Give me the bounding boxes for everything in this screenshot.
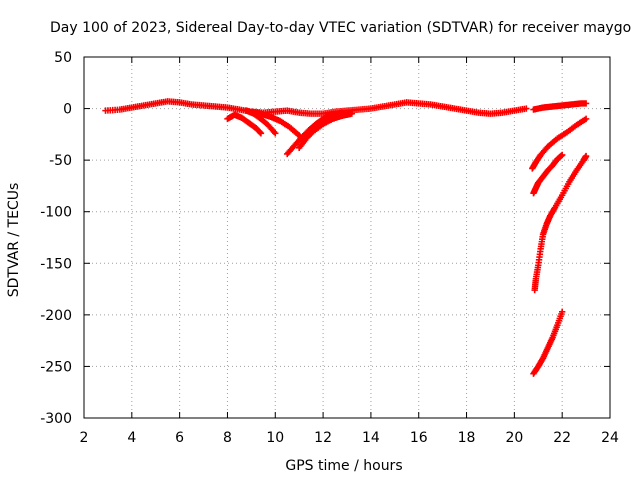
data-point-markers — [295, 110, 355, 151]
series-rise-b — [295, 110, 355, 151]
x-tick-label: 8 — [223, 430, 232, 446]
data-point-markers — [530, 308, 566, 377]
series-dip-a — [224, 111, 265, 137]
series-late-arc-1 — [529, 115, 590, 172]
series-baseline-late — [530, 100, 590, 113]
y-axis-label: SDTVAR / TECUs — [6, 183, 22, 298]
x-tick-label: 20 — [505, 430, 523, 446]
x-tick-label: 24 — [601, 430, 619, 446]
data-point-markers — [530, 100, 590, 113]
x-tick-label: 12 — [314, 430, 332, 446]
y-tick-label: -200 — [40, 308, 72, 324]
x-tick-label: 16 — [410, 430, 428, 446]
axis-ticks: 2 4 6 8 10 12 14 16 18 20 22 24500-50-100-150-200-2… — [40, 50, 619, 446]
chart-title: Day 100 of 2023, Sidereal Day-to-day VTE… — [50, 20, 631, 36]
x-tick-label: 10 — [266, 430, 284, 446]
data-point-markers — [284, 109, 346, 158]
x-axis-label: GPS time / hours — [285, 458, 402, 474]
series-late-arc-3 — [531, 152, 590, 294]
x-tick-label: 6 — [175, 430, 184, 446]
data-series — [102, 98, 590, 377]
y-tick-label: -250 — [40, 359, 72, 375]
y-tick-label: -300 — [40, 411, 72, 427]
x-tick-label: 22 — [553, 430, 571, 446]
data-point-markers — [224, 111, 265, 137]
y-tick-label: -150 — [40, 256, 72, 272]
series-late-arc-4 — [530, 308, 566, 377]
x-tick-label: 18 — [458, 430, 476, 446]
y-tick-label: 50 — [54, 50, 72, 66]
data-point-markers — [530, 151, 566, 197]
data-point-markers — [529, 115, 590, 172]
plot-frame — [83, 56, 611, 419]
y-tick-label: 0 — [63, 102, 72, 118]
series-rise-a — [284, 109, 346, 158]
series-late-arc-2 — [530, 151, 566, 197]
x-tick-label: 2 — [80, 430, 89, 446]
y-tick-label: -100 — [40, 205, 72, 221]
x-tick-label: 4 — [127, 430, 136, 446]
y-tick-label: -50 — [49, 153, 72, 169]
data-point-markers — [531, 152, 590, 294]
x-tick-label: 14 — [362, 430, 380, 446]
